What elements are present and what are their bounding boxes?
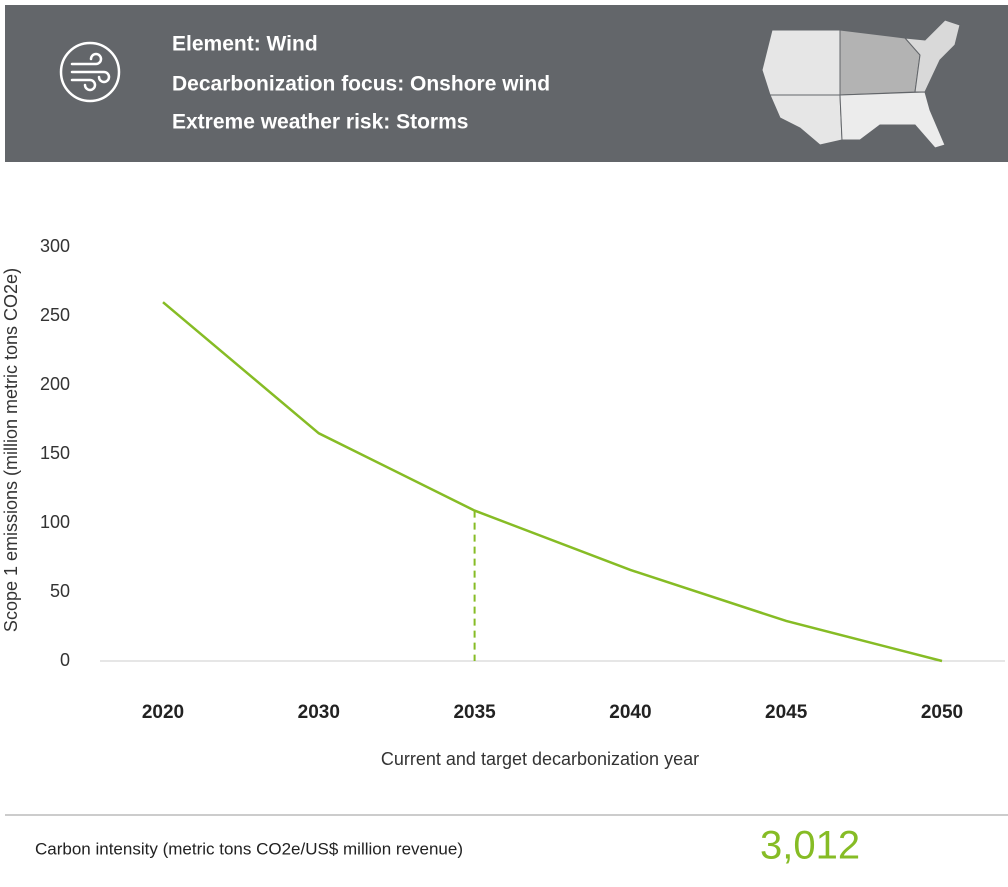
us-map (761, 19, 961, 149)
line (162, 301, 943, 663)
header-line: Extreme weather risk: Storms (172, 111, 468, 134)
wind-icon (59, 41, 121, 103)
y-axis-label: Scope 1 emissions (million metric tons C… (1, 268, 21, 632)
y-tick-label: 300 (40, 236, 70, 256)
y-tick-label: 150 (40, 443, 70, 463)
x-tick-label: 2020 (142, 702, 184, 723)
x-tick-label: 2035 (453, 702, 496, 723)
x-tick-label: 2045 (765, 702, 808, 723)
y-tick-label: 100 (40, 512, 70, 532)
footer-label: Carbon intensity (metric tons CO2e/US$ m… (35, 839, 463, 858)
y-tick-label: 200 (40, 374, 70, 394)
footer-value: 3,012 (760, 824, 860, 868)
x-tick-label: 2040 (609, 702, 651, 723)
header-line: Element: Wind (172, 33, 318, 56)
y-tick-label: 250 (40, 305, 70, 325)
y-tick-label: 50 (50, 581, 70, 601)
x-tick-label: 2030 (298, 702, 340, 723)
x-tick-label: 2050 (921, 702, 963, 723)
x-axis-label: Current and target decarbonization year (381, 749, 699, 769)
y-tick-label: 0 (60, 650, 70, 670)
header-line: Decarbonization focus: Onshore wind (172, 73, 550, 96)
